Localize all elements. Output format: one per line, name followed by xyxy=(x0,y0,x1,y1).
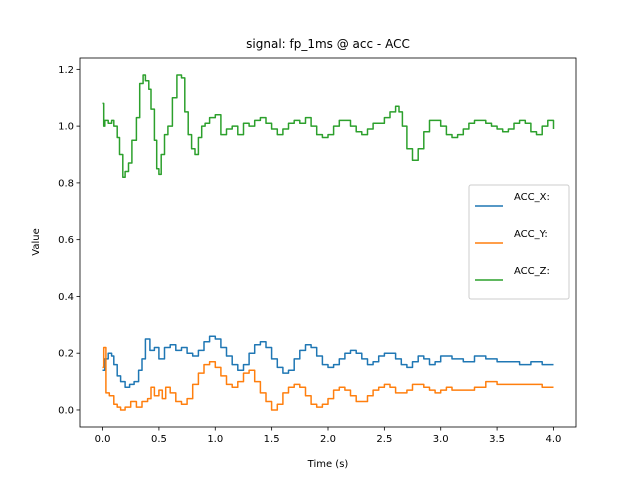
series-line-0 xyxy=(102,335,554,389)
x-tick-label: 3.0 xyxy=(433,434,449,445)
x-tick-label: 1.0 xyxy=(207,434,223,445)
x-axis: 0.0 0.5 1.0 1.5 2.0 2.5 3.0 3.5 4.0 xyxy=(95,427,562,445)
y-tick-label: 1.0 xyxy=(58,122,74,133)
y-axis: 0.0 0.2 0.4 0.6 0.8 1.0 1.2 xyxy=(58,65,80,416)
y-tick-label: 0.2 xyxy=(58,349,74,360)
x-tick-label: 4.0 xyxy=(546,434,562,445)
series-line-1 xyxy=(102,346,554,411)
x-tick-label: 3.5 xyxy=(489,434,505,445)
x-axis-label: Time (s) xyxy=(307,459,349,470)
legend-label-1: ACC_Y: xyxy=(514,229,548,240)
x-tick-label: 2.5 xyxy=(376,434,392,445)
x-tick-label: 1.5 xyxy=(264,434,280,445)
y-tick-label: 0.0 xyxy=(58,405,74,416)
legend-label-2: ACC_Z: xyxy=(514,266,550,277)
series-line-2 xyxy=(102,74,555,178)
y-axis-label: Value xyxy=(31,228,42,255)
legend-label-0: ACC_X: xyxy=(514,192,550,203)
x-tick-label: 2.0 xyxy=(320,434,336,445)
y-tick-label: 0.4 xyxy=(58,292,74,303)
plot-area xyxy=(102,74,555,411)
legend: ACC_X: ACC_Y: ACC_Z: xyxy=(468,184,570,300)
y-tick-label: 1.2 xyxy=(58,65,74,76)
x-tick-label: 0.5 xyxy=(151,434,167,445)
legend-frame xyxy=(468,184,570,300)
y-tick-label: 0.8 xyxy=(58,178,74,189)
y-tick-label: 0.6 xyxy=(58,235,74,246)
x-tick-label: 0.0 xyxy=(95,434,111,445)
chart-title: signal: fp_1ms @ acc - ACC xyxy=(246,37,410,51)
